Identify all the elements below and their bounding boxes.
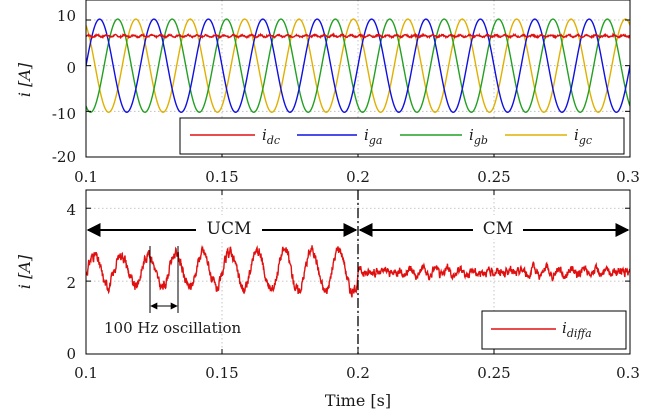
legend-label-igc: igc bbox=[574, 126, 592, 147]
legend-label-igb: igb bbox=[469, 126, 488, 147]
x-axis-label: Time [s] bbox=[325, 391, 391, 410]
cm-label: CM bbox=[483, 219, 513, 239]
series-line-idiffa bbox=[86, 244, 630, 298]
series-line-idc bbox=[86, 32, 630, 40]
bottom-panel: UCM CM 100 Hz oscillation 4 2 0 0.1 0.15… bbox=[15, 189, 640, 410]
bottom-xtick-0.1: 0.1 bbox=[74, 364, 98, 382]
legend-label-idiffa: idiffa bbox=[562, 319, 592, 340]
series-line-iga bbox=[86, 18, 630, 113]
top-xtick-0.2: 0.2 bbox=[346, 168, 370, 186]
bottom-ytick-0: 0 bbox=[66, 345, 76, 363]
bottom-series-lines bbox=[86, 244, 630, 298]
top-ytick-10: 10 bbox=[57, 7, 76, 25]
legend-label-idc: idc bbox=[262, 126, 280, 147]
bottom-legend: idiffa bbox=[481, 310, 627, 350]
ucm-label-bg bbox=[196, 215, 262, 239]
ucm-label: UCM bbox=[207, 219, 252, 239]
top-xtick-0.3: 0.3 bbox=[616, 168, 640, 186]
series-line-igc bbox=[86, 18, 630, 113]
bottom-xtick-0.15: 0.15 bbox=[205, 364, 238, 382]
bottom-ytick-4: 4 bbox=[66, 201, 76, 219]
bottom-legend-box bbox=[481, 310, 627, 350]
top-ytick-0: 0 bbox=[66, 59, 76, 77]
top-xtick-0.25: 0.25 bbox=[477, 168, 510, 186]
oscillation-label: 100 Hz oscillation bbox=[104, 319, 241, 337]
bottom-ytick-2: 2 bbox=[66, 274, 76, 292]
top-xtick-0.15: 0.15 bbox=[205, 168, 238, 186]
series-line-igb bbox=[86, 18, 630, 113]
bottom-xtick-0.25: 0.25 bbox=[477, 364, 510, 382]
top-y-axis-label: i [A] bbox=[15, 62, 34, 97]
top-ytick-minus20: -20 bbox=[52, 148, 76, 166]
bottom-xtick-0.3: 0.3 bbox=[616, 364, 640, 382]
bottom-y-axis-label: i [A] bbox=[15, 254, 34, 289]
top-xtick-0.1: 0.1 bbox=[74, 168, 98, 186]
top-series-lines bbox=[86, 18, 630, 113]
top-panel: 10 0 -10 -20 0.1 0.15 0.2 0.25 0.3 i [A]… bbox=[15, 0, 640, 186]
cm-label-bg bbox=[473, 215, 523, 239]
top-legend-box bbox=[179, 117, 625, 155]
legend-label-iga: iga bbox=[364, 126, 382, 147]
top-ytick-minus10: -10 bbox=[52, 105, 76, 123]
top-legend: idc iga igb igc bbox=[179, 117, 625, 155]
bottom-xtick-0.2: 0.2 bbox=[346, 364, 370, 382]
